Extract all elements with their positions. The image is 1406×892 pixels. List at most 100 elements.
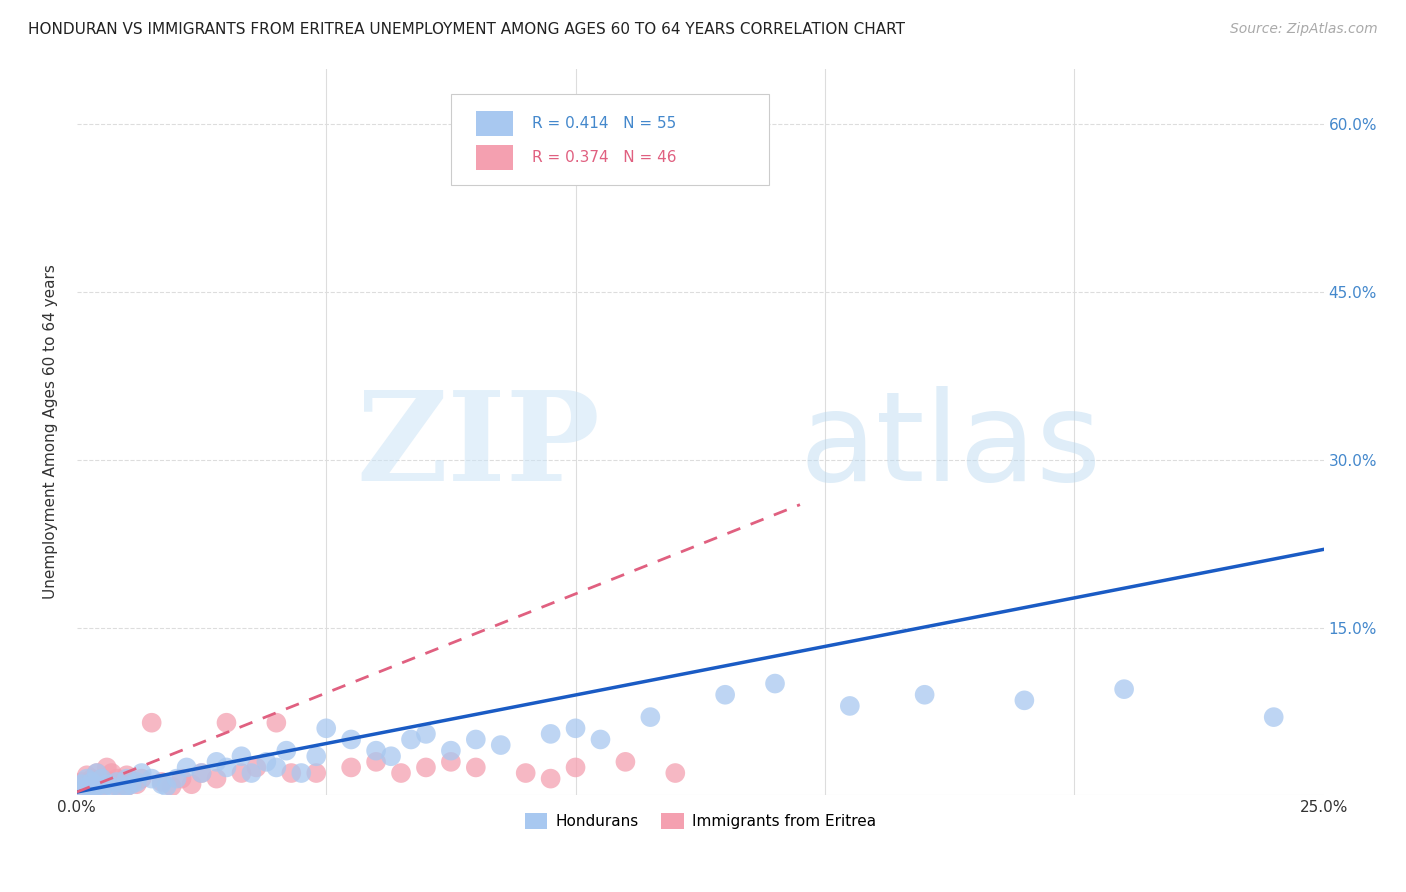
Point bbox=[121, 777, 143, 791]
Point bbox=[340, 732, 363, 747]
FancyBboxPatch shape bbox=[475, 111, 513, 136]
Point bbox=[90, 782, 112, 797]
Point bbox=[141, 772, 163, 786]
Point bbox=[80, 772, 103, 786]
Point bbox=[70, 782, 93, 797]
Point bbox=[131, 766, 153, 780]
Point bbox=[1263, 710, 1285, 724]
Point bbox=[90, 780, 112, 794]
Point bbox=[1014, 693, 1036, 707]
Point bbox=[70, 775, 93, 789]
Point bbox=[96, 777, 118, 791]
Point bbox=[115, 772, 138, 786]
Point bbox=[70, 777, 93, 791]
Point bbox=[276, 744, 298, 758]
Point bbox=[111, 777, 134, 791]
Point bbox=[205, 772, 228, 786]
Point bbox=[266, 760, 288, 774]
Point bbox=[389, 766, 412, 780]
Point bbox=[115, 768, 138, 782]
Point bbox=[86, 766, 108, 780]
Y-axis label: Unemployment Among Ages 60 to 64 years: Unemployment Among Ages 60 to 64 years bbox=[44, 265, 58, 599]
Point bbox=[340, 760, 363, 774]
Point bbox=[70, 782, 93, 797]
Point bbox=[240, 766, 263, 780]
Point bbox=[564, 760, 586, 774]
Point bbox=[215, 715, 238, 730]
Point bbox=[86, 780, 108, 794]
Point bbox=[415, 760, 437, 774]
Point bbox=[121, 775, 143, 789]
Point bbox=[290, 766, 312, 780]
Point bbox=[640, 710, 662, 724]
Point bbox=[515, 117, 537, 131]
Point bbox=[364, 755, 387, 769]
Point bbox=[76, 780, 98, 794]
Point bbox=[141, 715, 163, 730]
Point bbox=[180, 777, 202, 791]
Point bbox=[160, 780, 183, 794]
Point bbox=[315, 721, 337, 735]
Point bbox=[515, 766, 537, 780]
Point bbox=[90, 772, 112, 786]
Legend: Hondurans, Immigrants from Eritrea: Hondurans, Immigrants from Eritrea bbox=[519, 806, 882, 835]
Point bbox=[96, 777, 118, 791]
Point bbox=[364, 744, 387, 758]
Point bbox=[1114, 682, 1136, 697]
Point bbox=[125, 777, 148, 791]
Point bbox=[215, 760, 238, 774]
Point bbox=[125, 775, 148, 789]
Point bbox=[150, 775, 173, 789]
Point bbox=[86, 777, 108, 791]
Point bbox=[105, 772, 128, 786]
Point bbox=[80, 775, 103, 789]
Point bbox=[156, 780, 179, 794]
Point bbox=[231, 766, 253, 780]
Point bbox=[101, 775, 124, 789]
Point bbox=[96, 760, 118, 774]
Point bbox=[166, 772, 188, 786]
Point bbox=[86, 766, 108, 780]
Point bbox=[231, 749, 253, 764]
Point bbox=[489, 738, 512, 752]
Point bbox=[150, 777, 173, 791]
Text: R = 0.414   N = 55: R = 0.414 N = 55 bbox=[531, 116, 676, 131]
FancyBboxPatch shape bbox=[475, 145, 513, 170]
Text: atlas: atlas bbox=[800, 386, 1102, 507]
Point bbox=[464, 732, 486, 747]
Point bbox=[614, 755, 637, 769]
Point bbox=[105, 780, 128, 794]
FancyBboxPatch shape bbox=[451, 94, 769, 185]
Point bbox=[80, 782, 103, 797]
Point bbox=[380, 749, 402, 764]
Point bbox=[101, 766, 124, 780]
Point bbox=[170, 772, 193, 786]
Point bbox=[399, 732, 422, 747]
Point bbox=[101, 780, 124, 794]
Point bbox=[589, 732, 612, 747]
Point bbox=[440, 744, 463, 758]
Point bbox=[90, 772, 112, 786]
Point bbox=[415, 727, 437, 741]
Point bbox=[254, 755, 277, 769]
Point bbox=[190, 766, 212, 780]
Point bbox=[280, 766, 302, 780]
Point bbox=[115, 780, 138, 794]
Point bbox=[245, 760, 267, 774]
Point bbox=[914, 688, 936, 702]
Point bbox=[105, 775, 128, 789]
Point bbox=[305, 749, 328, 764]
Point bbox=[176, 760, 198, 774]
Point bbox=[76, 772, 98, 786]
Point bbox=[305, 766, 328, 780]
Point bbox=[76, 768, 98, 782]
Point bbox=[464, 760, 486, 774]
Point bbox=[540, 727, 562, 741]
Point bbox=[205, 755, 228, 769]
Point bbox=[540, 772, 562, 786]
Text: Source: ZipAtlas.com: Source: ZipAtlas.com bbox=[1230, 22, 1378, 37]
Point bbox=[440, 755, 463, 769]
Point bbox=[763, 676, 786, 690]
Text: R = 0.374   N = 46: R = 0.374 N = 46 bbox=[531, 150, 676, 165]
Point bbox=[664, 766, 686, 780]
